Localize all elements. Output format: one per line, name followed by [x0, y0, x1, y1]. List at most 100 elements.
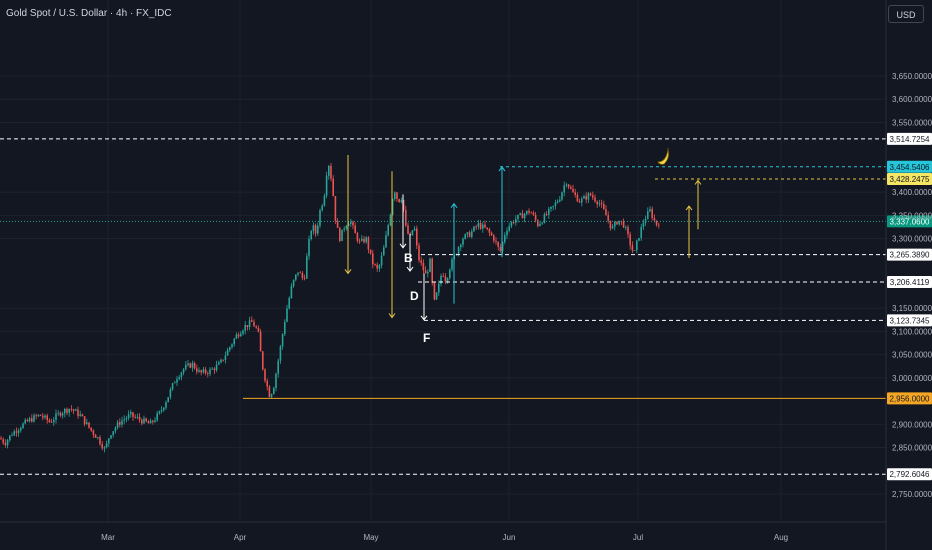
candle-body: [220, 359, 222, 363]
candle-body: [158, 411, 161, 414]
candle-body: [330, 165, 332, 179]
candle-body: [319, 210, 321, 226]
candle-body: [457, 247, 460, 255]
candle-body: [358, 240, 361, 242]
candle-body: [288, 298, 290, 309]
time-axis[interactable]: Mar Apr May Jun Jul Aug: [101, 533, 788, 542]
candle-body: [642, 222, 645, 227]
candle-body: [297, 272, 299, 275]
candle-body: [9, 435, 11, 441]
candle-body: [185, 365, 187, 370]
level-price-tag: [887, 172, 932, 185]
candle-body: [658, 224, 660, 226]
candle-body: [563, 185, 565, 193]
candle-body: [339, 227, 341, 241]
candle-body: [499, 247, 502, 251]
candle-body: [526, 210, 528, 215]
time-tick-label: May: [363, 533, 378, 542]
candle-body: [273, 387, 275, 395]
candle-body: [589, 193, 592, 196]
candle-body: [301, 273, 304, 278]
candle-body: [121, 420, 123, 425]
candle-body: [583, 196, 585, 199]
candle-body: [488, 229, 491, 233]
candle-body: [354, 225, 356, 234]
candle-body: [528, 210, 530, 213]
candle-body: [24, 419, 26, 424]
candle-body: [116, 422, 119, 428]
point-labels: B D F: [404, 251, 430, 345]
candle-body: [193, 362, 196, 369]
candle-body: [295, 274, 297, 280]
candle-body: [233, 338, 235, 345]
candle-body: [196, 368, 198, 372]
price-tick-label: 3,150.0000: [892, 304, 932, 313]
candle-body: [66, 408, 68, 413]
candle-body: [383, 247, 385, 256]
candle-body: [264, 369, 266, 381]
candle-body: [594, 197, 596, 202]
level-price-tag: [887, 314, 932, 327]
candle-body: [493, 235, 495, 241]
candle-body: [154, 420, 156, 422]
candle-body: [389, 214, 392, 226]
candle-body: [508, 226, 510, 231]
candle-body: [182, 369, 185, 373]
level-price-label: 2,792.6046: [889, 470, 930, 479]
candle-body: [336, 220, 339, 228]
candle-body: [460, 244, 462, 248]
candle-body: [473, 226, 475, 232]
price-axis[interactable]: 3,650.0000 3,600.0000 3,550.0000 3,400.0000…: [892, 72, 932, 499]
candle-body: [75, 409, 77, 411]
candle-body: [611, 226, 614, 229]
candle-body: [145, 418, 147, 422]
candle-body: [17, 430, 20, 433]
time-tick-label: Apr: [234, 533, 247, 542]
candle-body: [180, 372, 183, 378]
candle-body: [61, 413, 64, 416]
candle-body: [576, 194, 579, 202]
candle-body: [235, 334, 238, 339]
price-tick-label: 3,000.0000: [892, 374, 932, 383]
candle-body: [400, 200, 403, 203]
candle-body: [224, 355, 227, 361]
currency-button[interactable]: USD: [888, 5, 924, 23]
candle-body: [134, 416, 136, 418]
candle-body: [486, 227, 488, 230]
candle-body: [484, 224, 486, 228]
candle-body: [310, 231, 312, 240]
candle-body: [251, 320, 253, 322]
candle-body: [332, 178, 334, 197]
candle-body: [242, 330, 244, 334]
candle-body: [77, 409, 79, 416]
up-arrow-cyan-1-head: [450, 202, 458, 209]
candle-body: [141, 419, 143, 424]
candle-body: [204, 369, 207, 374]
candle-body: [356, 233, 359, 241]
candle-body: [101, 444, 103, 449]
price-tick-label: 3,100.0000: [892, 327, 932, 336]
down-arrow-d-head: [406, 266, 414, 272]
candle-body: [88, 422, 90, 428]
candle-body: [83, 416, 86, 425]
candle-body: [581, 198, 583, 203]
candle-body: [33, 415, 35, 422]
candle-body: [209, 369, 211, 374]
candle-body: [103, 447, 106, 449]
level-price-tag: [887, 248, 932, 261]
candle-body: [521, 213, 524, 219]
candle-body: [556, 201, 559, 203]
candle-body: [343, 228, 345, 230]
level-price-label: 3,337.0600: [889, 217, 930, 226]
level-price-tag: [887, 160, 932, 173]
candle-body: [416, 228, 418, 246]
candle-body: [636, 240, 638, 251]
candle-body: [306, 256, 308, 279]
candle-body: [552, 205, 554, 207]
candle-body: [479, 223, 482, 229]
level-price-tag: [887, 215, 932, 228]
candle-body: [127, 414, 130, 419]
candle-body: [537, 220, 539, 226]
candle-body: [350, 221, 352, 224]
